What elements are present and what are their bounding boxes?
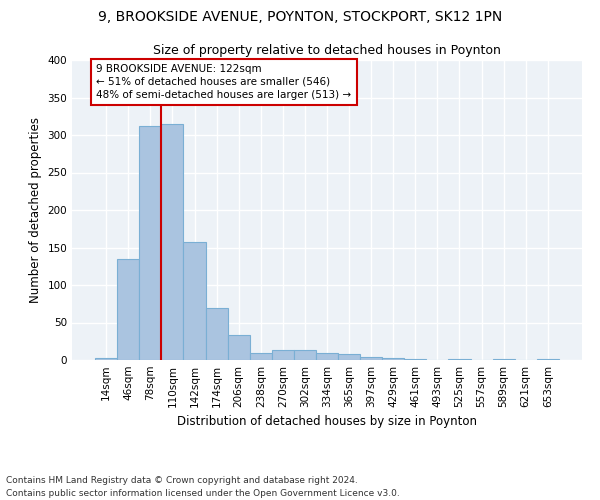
Bar [272,350,294,360]
Bar [338,354,360,360]
Y-axis label: Number of detached properties: Number of detached properties [29,117,42,303]
Bar [95,358,117,360]
Bar [294,350,316,360]
Bar [404,359,427,360]
Bar [448,359,470,360]
Bar [537,358,559,360]
Bar [206,308,227,360]
Bar [227,335,250,360]
Bar [382,358,404,360]
Bar [117,259,139,360]
Bar [360,357,382,360]
Text: 9 BROOKSIDE AVENUE: 122sqm
← 51% of detached houses are smaller (546)
48% of sem: 9 BROOKSIDE AVENUE: 122sqm ← 51% of deta… [96,64,352,100]
Bar [184,242,206,360]
Title: Size of property relative to detached houses in Poynton: Size of property relative to detached ho… [153,44,501,58]
Bar [316,352,338,360]
Bar [139,126,161,360]
X-axis label: Distribution of detached houses by size in Poynton: Distribution of detached houses by size … [177,416,477,428]
Text: 9, BROOKSIDE AVENUE, POYNTON, STOCKPORT, SK12 1PN: 9, BROOKSIDE AVENUE, POYNTON, STOCKPORT,… [98,10,502,24]
Bar [161,124,184,360]
Text: Contains HM Land Registry data © Crown copyright and database right 2024.
Contai: Contains HM Land Registry data © Crown c… [6,476,400,498]
Bar [493,359,515,360]
Bar [250,352,272,360]
